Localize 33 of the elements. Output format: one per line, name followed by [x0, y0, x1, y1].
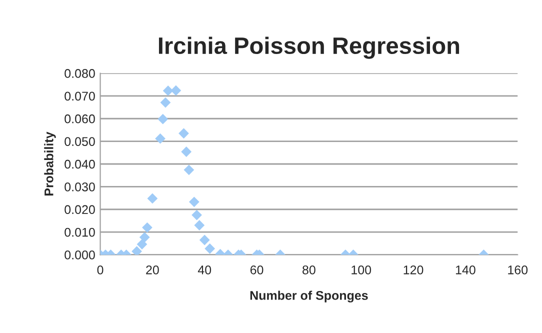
x-tick-label: 160: [508, 265, 528, 274]
point: [170, 85, 182, 96]
point: [188, 196, 200, 208]
x-tick-label: 120: [404, 265, 424, 274]
x-tick-label: 40: [198, 265, 212, 274]
point: [162, 86, 174, 96]
x-tick-label: 60: [250, 265, 264, 274]
point: [184, 164, 194, 176]
x-tick-label: 140: [456, 265, 476, 274]
x-tick-label: 0: [97, 265, 104, 274]
x-tick-label: 100: [352, 265, 372, 274]
x-tick-label: 80: [302, 265, 316, 274]
point: [192, 210, 202, 220]
point: [158, 114, 168, 124]
y-tick-label: 0.020: [64, 205, 95, 214]
y-tick-label: 0.070: [64, 92, 95, 101]
x-tick-label: 20: [146, 265, 159, 274]
x-axis-title: Number of Sponges: [250, 290, 368, 302]
y-tick-label: 0.000: [64, 250, 95, 260]
y-axis-title: Probability: [44, 132, 56, 196]
y-tick-label: 0.010: [64, 228, 95, 237]
point: [160, 97, 171, 108]
point: [147, 193, 158, 204]
point: [132, 246, 142, 255]
point: [181, 146, 192, 157]
y-tick-label: 0.060: [64, 114, 95, 124]
chart-title: Ircinia Poisson Regression: [158, 36, 460, 59]
y-tick-label: 0.030: [64, 182, 95, 192]
y-tick-label: 0.050: [64, 137, 95, 146]
y-tick-label: 0.040: [64, 160, 95, 169]
point: [178, 128, 189, 139]
y-tick-label: 0.080: [64, 69, 95, 78]
point: [155, 133, 166, 144]
